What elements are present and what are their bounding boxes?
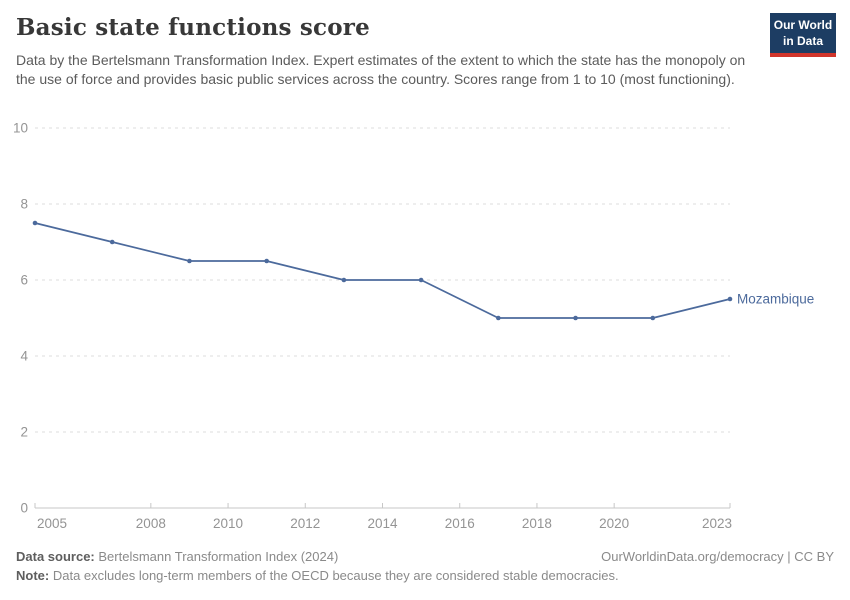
x-tick-label: 2008 xyxy=(136,516,166,531)
footer: Data source: Bertelsmann Transformation … xyxy=(16,548,834,586)
data-point xyxy=(650,315,656,321)
data-point xyxy=(109,239,115,245)
x-tick-label: 2005 xyxy=(37,516,67,531)
data-point xyxy=(264,258,269,264)
owid-logo: Our World in Data xyxy=(770,13,836,58)
x-tick-label: 2012 xyxy=(290,516,320,531)
note: Note: Data excludes long-term members of… xyxy=(16,567,834,586)
data-point xyxy=(727,296,733,302)
data-source: Data source: Bertelsmann Transformation … xyxy=(16,548,338,567)
y-tick-label: 2 xyxy=(20,425,28,440)
note-value: Data excludes long-term members of the O… xyxy=(52,567,619,583)
x-tick-label: 2014 xyxy=(367,516,398,531)
y-tick-label: 10 xyxy=(13,121,28,136)
data-point xyxy=(496,315,501,321)
data-point xyxy=(418,277,424,283)
series-end-label: Mozambique xyxy=(737,292,814,307)
page-title: Basic state functions score xyxy=(16,14,370,41)
owid-logo-line1: Our World xyxy=(773,18,833,32)
note-label: Note: xyxy=(16,567,50,583)
series-line-mozambique xyxy=(34,222,731,319)
line-chart: 0 2 4 6 8 10 2005 2008 2010 2012 2014 2016 2018 2020 2… xyxy=(13,121,814,532)
data-point xyxy=(32,220,38,226)
y-tick-label: 0 xyxy=(20,501,28,516)
x-tick-label: 2020 xyxy=(599,516,629,531)
y-tick-label: 8 xyxy=(20,197,28,212)
data-point xyxy=(187,258,192,264)
data-point xyxy=(573,315,578,321)
data-source-value: Bertelsmann Transformation Index (2024) xyxy=(98,549,339,564)
x-tick-label: 2018 xyxy=(522,516,552,531)
credit-link[interactable]: OurWorldinData.org/democracy | CC BY xyxy=(601,549,834,564)
chart-subtitle: Data by the Bertelsmann Transformation I… xyxy=(16,52,746,88)
owid-logo-line2: in Data xyxy=(782,33,823,48)
x-tick-label: 2023 xyxy=(702,516,732,531)
x-tick-label: 2016 xyxy=(445,516,475,531)
data-point xyxy=(341,277,347,283)
data-source-label: Data source: xyxy=(16,549,95,564)
y-tick-label: 4 xyxy=(20,349,28,364)
y-tick-label: 6 xyxy=(20,273,28,288)
x-tick-label: 2010 xyxy=(213,516,243,531)
